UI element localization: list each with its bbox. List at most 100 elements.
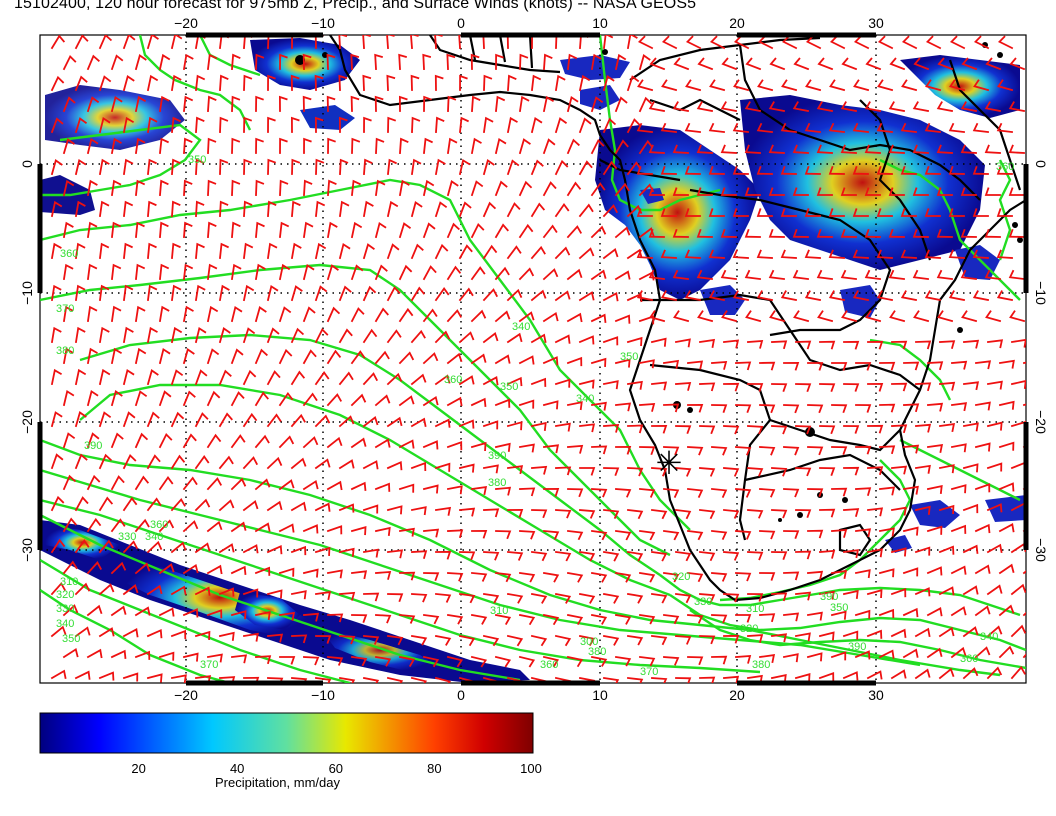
wind-barb	[435, 593, 452, 603]
wind-barb	[660, 249, 677, 259]
wind-barb	[816, 144, 833, 154]
wind-barb	[602, 550, 620, 562]
wind-barb	[458, 287, 474, 302]
wind-barb	[996, 122, 1013, 133]
wind-barb	[998, 400, 1015, 410]
wind-barb	[314, 371, 330, 386]
wind-barb	[134, 347, 147, 365]
wind-barb	[362, 74, 372, 91]
wind-barb	[290, 370, 306, 386]
wind-barb	[950, 565, 967, 575]
wind-barb	[495, 95, 506, 112]
wind-barb	[314, 327, 329, 344]
wind-barb	[146, 497, 162, 512]
wind-barb	[158, 475, 174, 491]
wind-barb	[804, 249, 821, 259]
wind-barb	[278, 567, 295, 577]
wind-barb	[900, 290, 918, 302]
wind-barb	[530, 550, 548, 562]
wind-barb	[195, 116, 205, 133]
wind-barb	[794, 632, 811, 642]
wind-barb	[74, 626, 91, 638]
wind-barb	[768, 228, 785, 238]
wind-barb	[206, 609, 223, 619]
wind-barb	[651, 381, 668, 391]
wind-barb	[50, 242, 62, 260]
wind-barb	[98, 284, 110, 302]
wind-barb	[687, 656, 704, 666]
wind-barb	[50, 284, 62, 302]
contour-label: 380	[488, 477, 506, 489]
wind-barb	[122, 540, 139, 554]
wind-barb	[50, 159, 63, 176]
wind-barb	[74, 670, 91, 680]
wind-barb	[146, 369, 159, 386]
wind-barb	[314, 414, 331, 428]
wind-barb	[843, 508, 860, 518]
wind-barb	[374, 394, 391, 407]
wind-barb	[962, 667, 979, 680]
wind-barb	[771, 340, 788, 350]
wind-barb	[614, 53, 627, 71]
wind-barb	[74, 496, 89, 512]
contour-label: 360	[996, 161, 1014, 173]
wind-barb	[482, 592, 500, 604]
wind-barb	[807, 362, 824, 371]
wind-barb	[506, 288, 523, 302]
wind-barb	[411, 116, 421, 133]
wind-barb	[590, 138, 605, 155]
wind-barb	[206, 390, 221, 407]
wind-barb	[972, 165, 989, 175]
wind-barb	[974, 564, 991, 575]
wind-barb	[756, 208, 773, 217]
wind-barb	[50, 35, 66, 50]
wind-barb	[542, 181, 557, 197]
wind-barb	[350, 437, 367, 449]
wind-barb	[816, 269, 834, 281]
wind-barb	[602, 117, 617, 134]
wind-barb	[962, 585, 979, 596]
wind-barb	[924, 122, 941, 133]
wind-barb	[290, 242, 302, 260]
wind-barb	[446, 53, 456, 70]
lat-labels-right: 0 −10 −20 −30	[1033, 160, 1049, 562]
wind-barb	[675, 635, 692, 645]
wind-barb	[732, 122, 749, 133]
wind-barb	[110, 95, 123, 113]
wind-barb	[984, 269, 1002, 281]
wind-barb	[771, 467, 788, 477]
wind-barb	[302, 568, 319, 578]
wind-barb	[98, 583, 115, 596]
wind-barb	[699, 467, 716, 477]
wind-barb	[315, 635, 332, 644]
wind-barb	[759, 613, 776, 623]
wind-barb	[831, 446, 848, 455]
wind-barb	[458, 634, 476, 647]
lat-labels-left: 0 −10 −20 −30	[19, 160, 35, 562]
wind-barb	[74, 411, 87, 428]
wind-barb	[110, 54, 124, 71]
wind-barb	[530, 377, 547, 387]
wind-barb	[170, 629, 187, 640]
wind-barb	[362, 548, 379, 558]
wind-barb	[687, 572, 704, 583]
wind-barb	[338, 35, 348, 49]
wind-barb	[950, 484, 967, 494]
wind-barb	[672, 187, 689, 196]
wind-barb	[458, 419, 475, 429]
wind-barb	[792, 101, 810, 113]
wind-barb	[829, 79, 846, 92]
wind-barb	[494, 442, 511, 452]
wind-barb	[255, 53, 265, 70]
lon-label: 20	[729, 15, 745, 31]
wind-barb	[720, 144, 737, 154]
wind-barb	[458, 244, 473, 260]
wind-barb	[494, 180, 508, 197]
wind-barb	[434, 506, 452, 516]
wind-barb	[890, 588, 907, 598]
wind-barb	[638, 359, 655, 369]
wind-barb	[98, 368, 111, 386]
wind-barb	[231, 137, 241, 154]
wind-barb	[840, 228, 857, 238]
wind-barb	[218, 327, 231, 344]
